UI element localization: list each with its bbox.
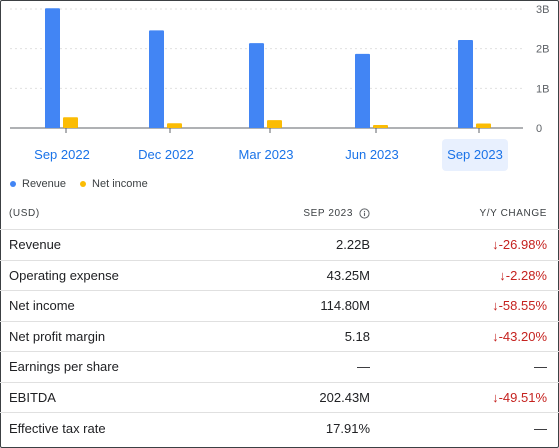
financials-table: (USD) SEP 2023 Y/Y CHANGE Revenue 2.22B ↓-… xyxy=(0,198,559,444)
row-label: Revenue xyxy=(9,237,62,253)
table-row: Revenue 2.22B ↓-26.98% xyxy=(0,230,559,261)
revenue-bar xyxy=(458,39,473,128)
row-label: Effective tax rate xyxy=(9,420,106,436)
change-value: -49.51% xyxy=(498,389,547,405)
tab-sep-2023[interactable]: Sep 2023 xyxy=(442,139,508,171)
arrow-down-icon: ↓ xyxy=(492,237,499,253)
row-label: Net income xyxy=(9,298,75,314)
tab-jun-2023[interactable]: Jun 2023 xyxy=(345,147,399,162)
net-income-bar xyxy=(476,123,491,128)
row-change: ↓-49.51% xyxy=(370,390,559,405)
arrow-down-icon: ↓ xyxy=(492,298,499,314)
row-change: ↓-2.28% xyxy=(370,268,559,283)
y-tick-label: 2B xyxy=(536,44,549,56)
table-row: Net profit margin 5.18 ↓-43.20% xyxy=(0,322,559,352)
info-icon[interactable] xyxy=(359,208,370,219)
table-body: Revenue 2.22B ↓-26.98% Operating expense 43.… xyxy=(0,230,559,444)
row-value: 114.80M xyxy=(320,298,370,314)
y-tick-label: 1B xyxy=(536,83,549,95)
row-value: 17.91% xyxy=(325,420,370,436)
row-label: EBITDA xyxy=(9,389,56,405)
row-value: 43.25M xyxy=(326,267,370,283)
table-row: Operating expense 43.25M ↓-2.28% xyxy=(0,261,559,291)
row-label: Operating expense xyxy=(9,267,119,283)
arrow-down-icon: ↓ xyxy=(492,389,499,405)
row-value: 202.43M xyxy=(319,389,370,405)
change-header: Y/Y CHANGE xyxy=(479,208,547,219)
y-tick-label: 3B xyxy=(536,4,549,16)
row-label: Net profit margin xyxy=(9,328,106,344)
net-income-bar xyxy=(373,125,388,128)
table-row: Effective tax rate 17.91% — xyxy=(0,413,559,444)
net-income-bar xyxy=(63,117,78,128)
change-value: -2.28% xyxy=(505,267,547,283)
table-row: Earnings per share — — xyxy=(0,352,559,383)
revenue-bar xyxy=(355,53,370,128)
row-change: — xyxy=(534,359,547,375)
chart-legend: Revenue Net income xyxy=(10,176,162,192)
row-change: ↓-58.55% xyxy=(370,298,559,313)
unit-header: (USD) xyxy=(9,208,40,219)
row-change: ↓-43.20% xyxy=(370,329,559,344)
period-header: SEP 2023 xyxy=(260,208,370,219)
y-tick-label: 0 xyxy=(536,123,542,135)
tab-sep-2022[interactable]: Sep 2022 xyxy=(34,147,90,162)
arrow-down-icon: ↓ xyxy=(499,267,506,283)
arrow-down-icon: ↓ xyxy=(492,328,499,344)
table-row: EBITDA 202.43M ↓-49.51% xyxy=(0,383,559,413)
revenue-bar xyxy=(45,8,60,129)
row-value: — xyxy=(357,359,370,375)
change-value: -43.20% xyxy=(498,328,547,344)
row-label: Earnings per share xyxy=(9,359,119,375)
change-value: -26.98% xyxy=(498,237,547,253)
revenue-bar xyxy=(249,43,264,128)
period-header-label: SEP 2023 xyxy=(303,208,353,219)
change-value: -58.55% xyxy=(498,298,547,314)
row-value: 2.22B xyxy=(336,237,370,253)
table-header: (USD) SEP 2023 Y/Y CHANGE xyxy=(0,198,559,230)
legend-item-revenue: Revenue xyxy=(10,178,66,190)
tab-dec-2022[interactable]: Dec 2022 xyxy=(138,147,194,162)
revenue-dot-icon xyxy=(10,181,16,187)
row-change: ↓-26.98% xyxy=(370,237,559,252)
row-value: 5.18 xyxy=(344,328,370,344)
row-change: — xyxy=(534,420,547,436)
net-income-bar xyxy=(267,120,282,128)
net-income-bar xyxy=(167,123,182,128)
table-row: Net income 114.80M ↓-58.55% xyxy=(0,291,559,322)
net-income-dot-icon xyxy=(80,181,87,187)
legend-label-net-income: Net income xyxy=(92,178,148,190)
legend-item-net-income: Net income xyxy=(80,178,148,190)
tab-mar-2023[interactable]: Mar 2023 xyxy=(238,147,294,162)
bar-chart: 3B 2B 1B 0 xyxy=(10,4,549,135)
revenue-bar xyxy=(149,30,164,129)
legend-label-revenue: Revenue xyxy=(22,178,67,190)
period-tabs: Sep 2022 Dec 2022 Mar 2023 Jun 2023 Sep … xyxy=(0,139,559,173)
